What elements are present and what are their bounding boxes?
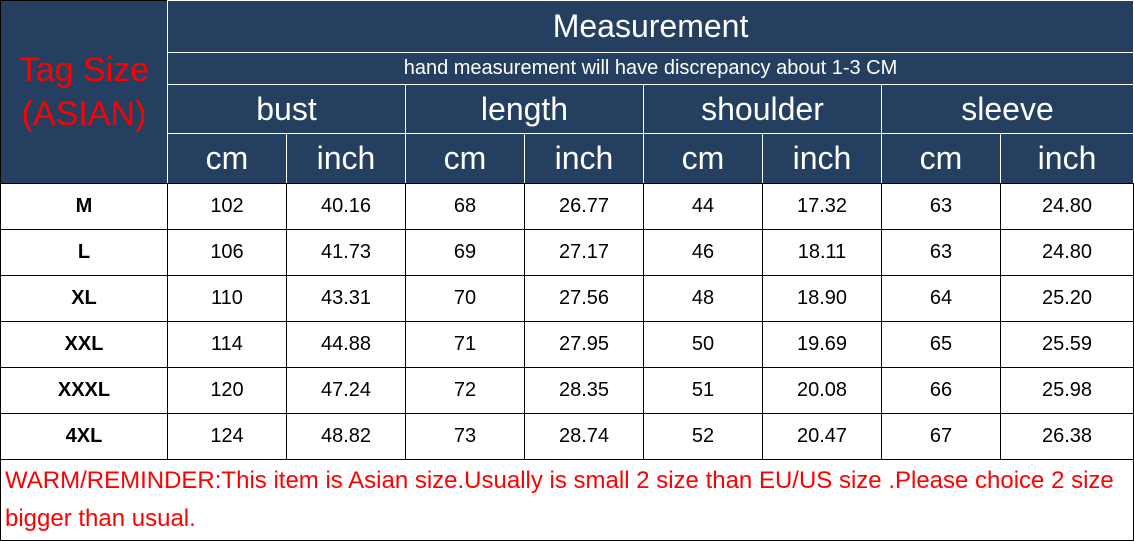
size-cell: 4XL (0, 413, 168, 460)
value-cell: 26.77 (524, 183, 644, 230)
size-cell: M (0, 183, 168, 230)
tag-region-label: (ASIAN) (21, 95, 147, 133)
value-cell: 47.24 (286, 367, 406, 414)
table-row: M 102 40.16 68 26.77 44 17.32 63 24.80 (0, 183, 1134, 230)
tag-size-header: Tag Size (ASIAN) (0, 0, 168, 184)
tag-size-label: Tag Size (18, 51, 150, 89)
value-cell: 63 (881, 229, 1001, 276)
value-cell: 24.80 (999, 183, 1134, 230)
value-cell: 24.80 (999, 229, 1134, 276)
value-cell: 44 (643, 183, 763, 230)
value-cell: 28.35 (524, 367, 644, 414)
value-cell: 120 (167, 367, 287, 414)
value-cell: 41.73 (286, 229, 406, 276)
value-cell: 65 (881, 321, 1001, 368)
value-cell: 64 (881, 275, 1001, 322)
unit-header-cm: cm (881, 133, 1001, 184)
value-cell: 17.32 (762, 183, 882, 230)
unit-header-inch: inch (524, 133, 644, 184)
unit-header-inch: inch (762, 133, 882, 184)
table-row: XL 110 43.31 70 27.56 48 18.90 64 25.20 (0, 275, 1134, 322)
size-cell: XXXL (0, 367, 168, 414)
value-cell: 18.11 (762, 229, 882, 276)
value-cell: 48.82 (286, 413, 406, 460)
value-cell: 69 (405, 229, 525, 276)
value-cell: 63 (881, 183, 1001, 230)
size-cell: XL (0, 275, 168, 322)
value-cell: 20.08 (762, 367, 882, 414)
value-cell: 28.74 (524, 413, 644, 460)
value-cell: 110 (167, 275, 287, 322)
value-cell: 51 (643, 367, 763, 414)
value-cell: 25.20 (999, 275, 1134, 322)
measurement-title: Measurement (166, 0, 1134, 53)
value-cell: 68 (405, 183, 525, 230)
table-row: 4XL 124 48.82 73 28.74 52 20.47 67 26.38 (0, 413, 1134, 460)
value-cell: 50 (643, 321, 763, 368)
value-cell: 114 (167, 321, 287, 368)
value-cell: 44.88 (286, 321, 406, 368)
size-cell: L (0, 229, 168, 276)
column-group-bust: bust (167, 84, 406, 134)
value-cell: 124 (167, 413, 287, 460)
value-cell: 20.47 (762, 413, 882, 460)
unit-header-cm: cm (167, 133, 287, 184)
value-cell: 67 (881, 413, 1001, 460)
value-cell: 43.31 (286, 275, 406, 322)
value-cell: 52 (643, 413, 763, 460)
table-row: XXXL 120 47.24 72 28.35 51 20.08 66 25.98 (0, 367, 1134, 414)
discrepancy-note: hand measurement will have discrepancy a… (166, 52, 1134, 85)
value-cell: 102 (167, 183, 287, 230)
value-cell: 66 (881, 367, 1001, 414)
value-cell: 46 (643, 229, 763, 276)
value-cell: 72 (405, 367, 525, 414)
value-cell: 18.90 (762, 275, 882, 322)
column-group-shoulder: shoulder (643, 84, 882, 134)
value-cell: 27.56 (524, 275, 644, 322)
unit-header-cm: cm (643, 133, 763, 184)
unit-header-inch: inch (999, 133, 1134, 184)
value-cell: 25.59 (999, 321, 1134, 368)
value-cell: 70 (405, 275, 525, 322)
table-row: L 106 41.73 69 27.17 46 18.11 63 24.80 (0, 229, 1134, 276)
value-cell: 26.38 (999, 413, 1134, 460)
value-cell: 48 (643, 275, 763, 322)
value-cell: 40.16 (286, 183, 406, 230)
size-reminder: WARM/REMINDER:This item is Asian size.Us… (0, 459, 1134, 541)
value-cell: 25.98 (999, 367, 1134, 414)
size-cell: XXL (0, 321, 168, 368)
column-group-sleeve: sleeve (880, 84, 1134, 134)
table-row: XXL 114 44.88 71 27.95 50 19.69 65 25.59 (0, 321, 1134, 368)
unit-header-inch: inch (286, 133, 406, 184)
value-cell: 27.95 (524, 321, 644, 368)
unit-header-cm: cm (405, 133, 525, 184)
value-cell: 73 (405, 413, 525, 460)
value-cell: 71 (405, 321, 525, 368)
value-cell: 27.17 (524, 229, 644, 276)
column-group-length: length (405, 84, 644, 134)
value-cell: 106 (167, 229, 287, 276)
value-cell: 19.69 (762, 321, 882, 368)
